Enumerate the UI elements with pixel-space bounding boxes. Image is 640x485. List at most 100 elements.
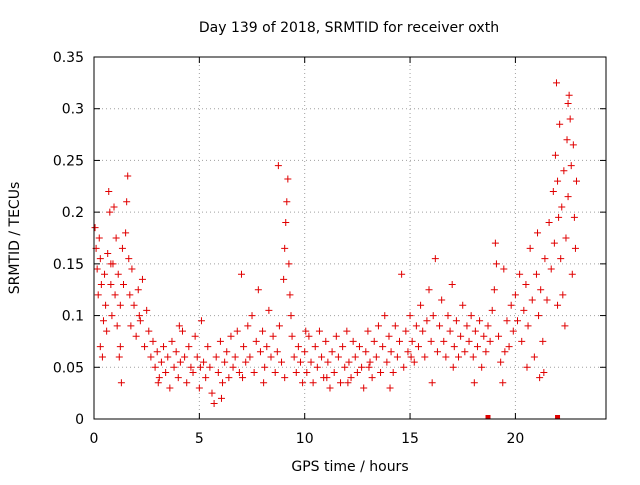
data-point xyxy=(423,317,431,325)
data-point xyxy=(242,358,250,366)
data-point xyxy=(497,358,505,366)
data-point xyxy=(535,312,543,320)
data-point xyxy=(280,275,288,283)
data-point xyxy=(488,306,496,314)
data-point xyxy=(225,374,233,382)
data-point xyxy=(229,363,237,371)
data-point xyxy=(469,353,477,361)
data-point xyxy=(200,358,208,366)
data-point xyxy=(195,384,203,392)
data-point xyxy=(425,286,433,294)
data-point xyxy=(570,213,578,221)
data-point xyxy=(566,115,574,123)
data-point xyxy=(307,358,315,366)
data-point xyxy=(389,368,397,376)
data-point xyxy=(311,343,319,351)
data-point xyxy=(282,218,290,226)
data-point xyxy=(406,312,414,320)
data-point xyxy=(565,91,573,99)
data-point xyxy=(530,353,538,361)
data-point xyxy=(559,291,567,299)
data-point xyxy=(438,296,446,304)
data-point xyxy=(285,260,293,268)
data-point xyxy=(465,337,473,345)
data-point xyxy=(141,343,149,351)
data-point xyxy=(143,306,151,314)
data-point xyxy=(393,353,401,361)
data-point xyxy=(360,384,368,392)
data-point xyxy=(457,332,465,340)
data-point xyxy=(301,348,309,356)
data-point xyxy=(334,353,342,361)
data-point xyxy=(227,332,235,340)
data-point xyxy=(552,79,560,87)
data-point xyxy=(130,301,138,309)
data-point xyxy=(244,322,252,330)
data-point xyxy=(526,244,534,252)
data-point xyxy=(365,363,373,371)
data-point xyxy=(478,363,486,371)
data-point xyxy=(461,348,469,356)
data-point xyxy=(269,332,277,340)
data-point xyxy=(93,265,101,273)
data-point xyxy=(476,317,484,325)
data-point xyxy=(283,198,291,206)
data-point xyxy=(573,177,581,185)
data-point xyxy=(391,322,399,330)
y-tick-label: 0.1 xyxy=(62,309,84,325)
data-point xyxy=(98,353,106,361)
data-point xyxy=(337,379,345,387)
data-point xyxy=(374,322,382,330)
data-point xyxy=(110,203,118,211)
data-point xyxy=(503,317,511,325)
data-point xyxy=(178,327,186,335)
data-point xyxy=(492,260,500,268)
data-point xyxy=(433,348,441,356)
data-point xyxy=(491,239,499,247)
data-point xyxy=(495,332,503,340)
x-tick-labels: 0 5 10 15 20 xyxy=(90,431,525,447)
data-point xyxy=(170,363,178,371)
data-point xyxy=(539,337,547,345)
x-tick-label: 10 xyxy=(296,431,314,447)
data-point xyxy=(408,337,416,345)
x-tick-label: 15 xyxy=(401,431,419,447)
data-point xyxy=(541,255,549,263)
data-point xyxy=(448,281,456,289)
data-point xyxy=(431,255,439,263)
data-point xyxy=(480,332,488,340)
data-point xyxy=(151,363,159,371)
data-point xyxy=(124,172,132,180)
data-point xyxy=(446,327,454,335)
data-point xyxy=(116,301,124,309)
data-point xyxy=(157,358,165,366)
data-point xyxy=(219,379,227,387)
data-point xyxy=(412,322,420,330)
data-point xyxy=(554,177,562,185)
data-point xyxy=(381,312,389,320)
data-point xyxy=(554,301,562,309)
data-point xyxy=(524,322,532,330)
data-point xyxy=(547,265,555,273)
data-point xyxy=(549,187,557,195)
data-point xyxy=(442,353,450,361)
data-point xyxy=(187,363,195,371)
data-point xyxy=(127,322,135,330)
y-tick-label: 0.3 xyxy=(62,102,84,118)
data-point xyxy=(95,234,103,242)
data-point xyxy=(250,368,258,376)
data-point xyxy=(123,198,131,206)
x-tick-label: 5 xyxy=(195,431,204,447)
data-point xyxy=(102,301,110,309)
data-point xyxy=(259,327,267,335)
data-point xyxy=(344,379,352,387)
data-point xyxy=(323,374,331,382)
data-point xyxy=(514,317,522,325)
data-point xyxy=(509,327,517,335)
data-point xyxy=(274,162,282,170)
data-point xyxy=(407,353,415,361)
data-point xyxy=(550,239,558,247)
data-point xyxy=(315,327,323,335)
data-point xyxy=(292,368,300,376)
data-point xyxy=(106,208,114,216)
